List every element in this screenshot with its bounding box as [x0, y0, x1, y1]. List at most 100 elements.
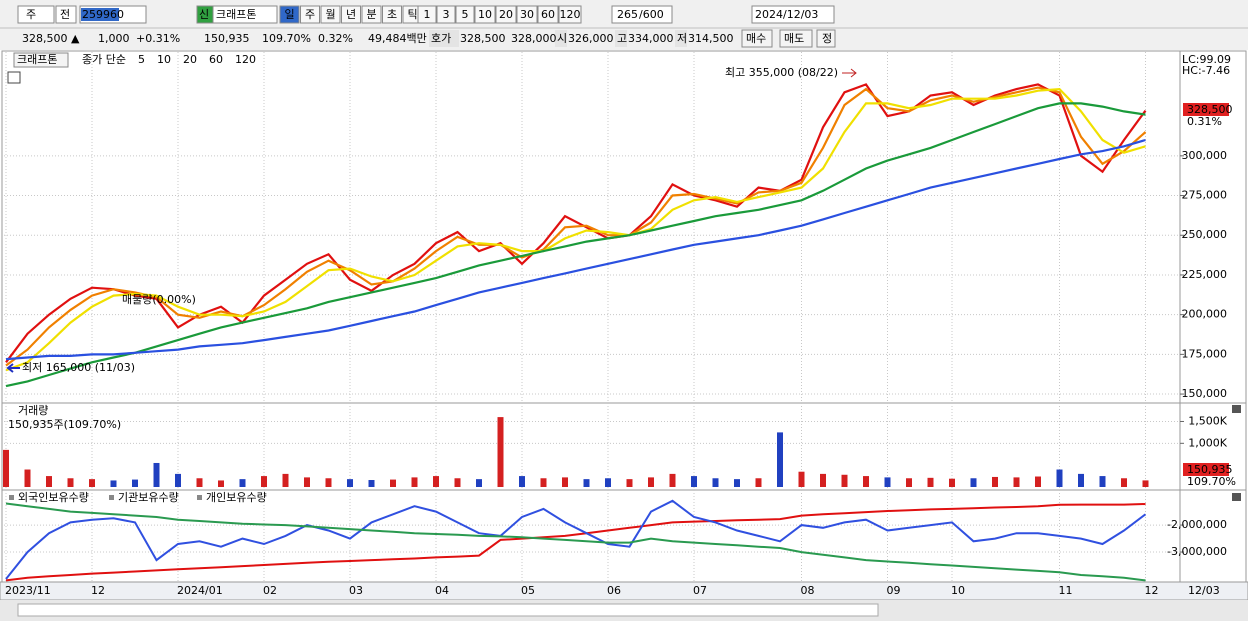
interval[interactable]: 10	[478, 8, 492, 21]
volume-bar	[691, 476, 697, 487]
volume-bar	[777, 432, 783, 487]
volume-bar	[626, 479, 633, 487]
volume-bar	[519, 476, 525, 487]
count-input[interactable]	[611, 5, 673, 24]
interval-button[interactable]	[417, 5, 437, 24]
panel-close[interactable]	[1232, 405, 1241, 413]
prev-select[interactable]	[55, 5, 77, 24]
legend-entry: 개인보유수량	[206, 491, 267, 504]
quote-bid: 328,000	[511, 32, 557, 45]
x-tick-label: 07	[693, 584, 707, 597]
trade-button[interactable]	[741, 29, 773, 48]
interval[interactable]: 3	[443, 8, 450, 21]
volume-title: 거래량	[18, 404, 48, 417]
count[interactable]: 265	[617, 8, 638, 21]
trade-button[interactable]	[816, 29, 836, 48]
series-line	[5, 499, 1147, 580]
panel-close[interactable]	[1232, 493, 1241, 501]
title-box[interactable]	[13, 52, 69, 68]
volume-bar	[540, 478, 547, 487]
volume-bar	[1078, 473, 1084, 487]
interval-button[interactable]	[516, 5, 538, 24]
date-input[interactable]	[751, 5, 835, 24]
quote-label-bg	[429, 30, 459, 47]
period[interactable]: 틱	[407, 8, 417, 21]
quote-buy[interactable]: 매수	[746, 32, 766, 45]
period[interactable]: 주	[305, 8, 315, 21]
period-button[interactable]	[320, 5, 341, 24]
y-tick-label: 250,000	[1182, 228, 1228, 241]
count-max[interactable]: /600	[639, 8, 664, 21]
chart-title[interactable]: 크래프톤	[17, 53, 57, 66]
y-tick-label: 200,000	[1182, 308, 1228, 321]
period[interactable]: 분	[366, 8, 376, 21]
name-field[interactable]	[212, 5, 278, 24]
legend-swatch	[109, 495, 114, 500]
interval-button[interactable]	[455, 5, 475, 24]
volume-bar	[454, 478, 461, 487]
interval-button[interactable]	[537, 5, 559, 24]
x-tick-label: 2023/11	[5, 584, 51, 597]
interval-button[interactable]	[558, 5, 582, 24]
trade-button[interactable]	[779, 29, 813, 48]
x-tick-label: 12	[91, 584, 105, 597]
interval[interactable]: 1	[424, 8, 431, 21]
y-tick-label: 225,000	[1182, 268, 1228, 281]
period[interactable]: 월	[325, 8, 335, 21]
stock-name[interactable]: 크래프톤	[216, 8, 256, 21]
interval[interactable]: 20	[499, 8, 513, 21]
volume-bar	[1099, 476, 1106, 487]
volume-bar	[261, 476, 267, 487]
quote-sell[interactable]: 매도	[784, 32, 804, 45]
legend-entry: 60	[209, 53, 223, 66]
period[interactable]: 초	[387, 8, 397, 21]
date[interactable]: 2024/12/03	[755, 8, 818, 21]
interval[interactable]: 120	[560, 8, 581, 21]
interval[interactable]: 60	[541, 8, 555, 21]
quote-ask-label: 호가	[431, 32, 451, 45]
volume-bar	[497, 417, 504, 487]
volume-bar	[863, 476, 869, 487]
period-button[interactable]	[279, 5, 300, 24]
interval[interactable]: 5	[462, 8, 469, 21]
volume-bar	[906, 478, 912, 487]
volume-bar	[605, 478, 611, 487]
interval[interactable]: 30	[520, 8, 534, 21]
panel-icon[interactable]	[7, 71, 21, 84]
volume-bar	[89, 479, 95, 487]
last-price-box	[1183, 103, 1229, 116]
period-button[interactable]	[300, 5, 320, 24]
prev[interactable]: 전	[60, 8, 70, 21]
interval-button[interactable]	[436, 5, 456, 24]
period[interactable]: 년	[346, 8, 356, 21]
last-rate: 0.31%	[1187, 115, 1222, 128]
volume-bar	[239, 479, 246, 487]
market[interactable]: 주	[26, 8, 36, 21]
scroll-track[interactable]	[17, 603, 879, 617]
y-tick-label: 1,500K	[1188, 414, 1227, 427]
last-price: 328,500	[1187, 103, 1233, 116]
quote-eval[interactable]: 정	[822, 32, 832, 45]
low-arrow	[6, 363, 20, 373]
badge[interactable]: 신	[199, 8, 209, 21]
x-tick-label: 09	[887, 584, 901, 597]
interval-button[interactable]	[474, 5, 496, 24]
volume-bar	[347, 479, 353, 487]
period-button[interactable]	[361, 5, 382, 24]
quote-high-label: 고	[617, 32, 627, 45]
volume-bar	[712, 478, 719, 487]
market-select[interactable]	[17, 5, 55, 24]
volume-bar	[755, 478, 762, 487]
volume-bar	[325, 478, 332, 487]
interval-button[interactable]	[495, 5, 517, 24]
period-button[interactable]	[341, 5, 361, 24]
quote-label-bg	[555, 30, 567, 47]
volume-bar	[110, 480, 117, 487]
quote-open-label: 시	[557, 32, 567, 45]
period-button[interactable]	[382, 5, 402, 24]
stock-code[interactable]: 259960	[82, 8, 124, 21]
high-arrow	[842, 68, 857, 78]
volume-bar	[368, 480, 375, 487]
period[interactable]: 일	[284, 7, 294, 21]
